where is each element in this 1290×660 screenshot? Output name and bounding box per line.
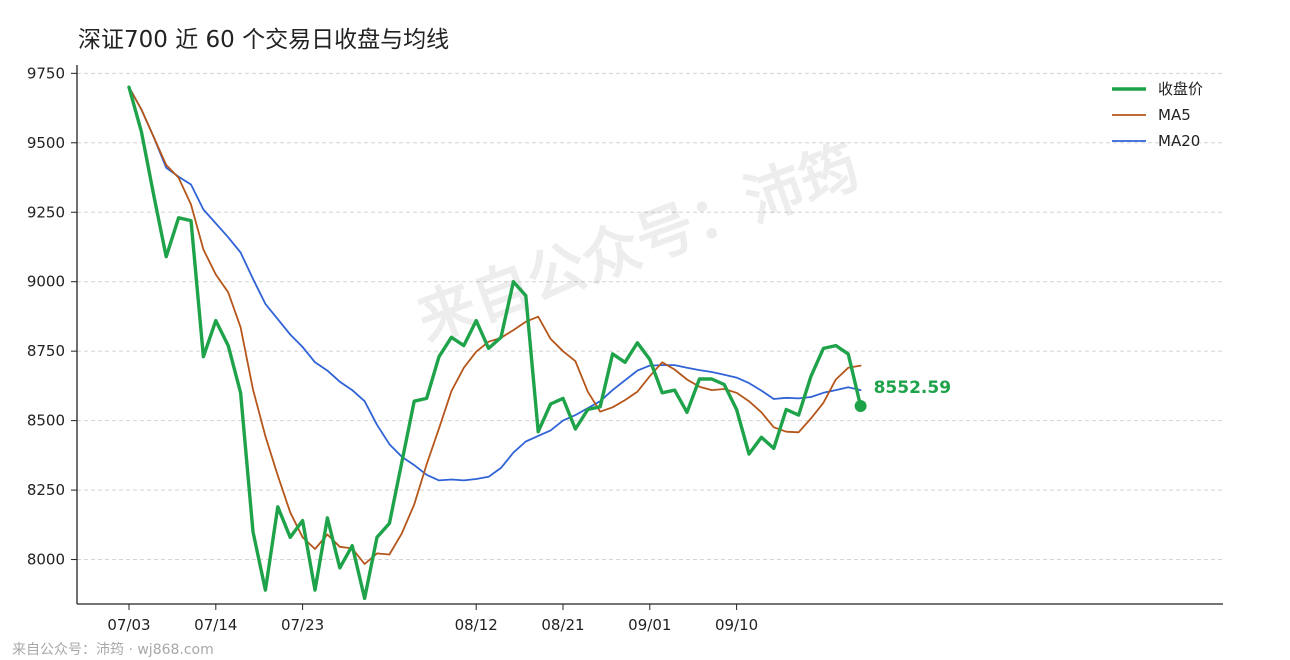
y-tick-label: 9250: [27, 203, 65, 221]
series-line-ma20: [128, 86, 862, 482]
series-line-close: [127, 85, 863, 601]
footer-credit: 来自公众号：沛筠 · wj868.com: [12, 642, 214, 658]
x-tick-label: 08/21: [541, 616, 584, 634]
x-tick-label: 08/12: [455, 616, 498, 634]
legend: 收盘价 MA5 MA20: [1112, 80, 1203, 150]
last-close-marker: [854, 400, 867, 413]
legend-label-ma5: MA5: [1158, 106, 1191, 124]
series-line-ma5: [128, 86, 862, 565]
series-group: [127, 85, 863, 601]
x-axis: 07/03 07/14 07/23 08/12 08/21 09/01 09/10: [107, 604, 758, 634]
x-tick-label: 07/03: [107, 616, 150, 634]
x-tick-label: 07/14: [194, 616, 237, 634]
y-tick-label: 9750: [27, 64, 65, 82]
legend-label-close: 收盘价: [1158, 80, 1203, 98]
x-tick-label: 07/23: [281, 616, 324, 634]
legend-label-ma20: MA20: [1158, 132, 1200, 150]
grid-lines: [77, 72, 1223, 561]
y-tick-label: 9000: [27, 273, 65, 291]
y-axis: 8000 8250 8500 8750 9000 9250 9500 9750: [27, 64, 77, 569]
axes: [76, 65, 1223, 605]
last-close-label: 8552.59: [874, 378, 951, 398]
y-tick-label: 8500: [27, 412, 65, 430]
x-tick-label: 09/10: [715, 616, 758, 634]
x-tick-label: 09/01: [628, 616, 671, 634]
y-tick-label: 8250: [27, 481, 65, 499]
y-tick-label: 9500: [27, 134, 65, 152]
y-tick-label: 8000: [27, 551, 65, 569]
y-tick-label: 8750: [27, 342, 65, 360]
chart-title: 深证700 近 60 个交易日收盘与均线: [78, 27, 450, 53]
